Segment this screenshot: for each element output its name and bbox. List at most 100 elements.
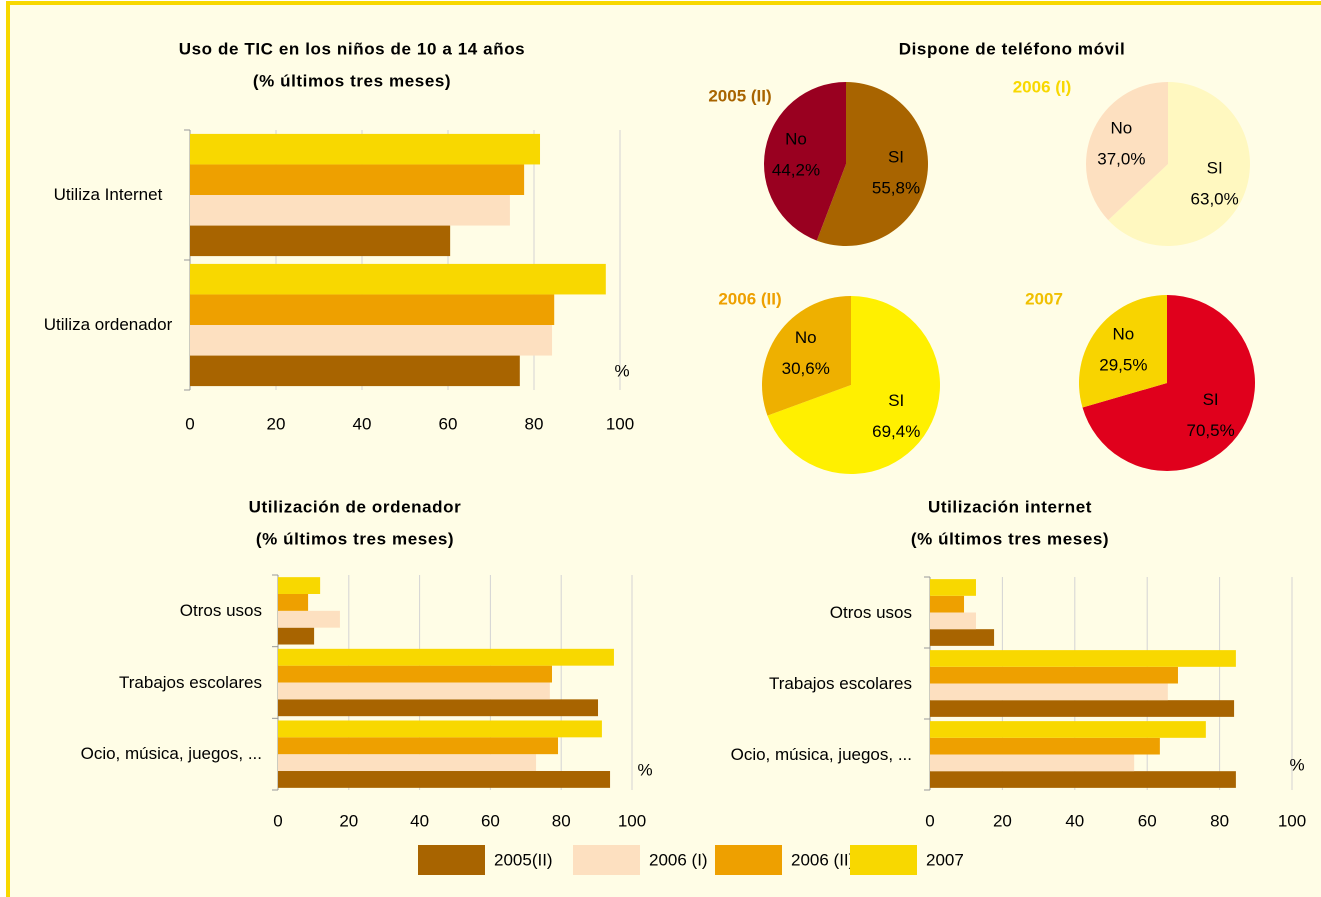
bar [278,577,321,594]
y-tick-label: Trabajos escolares [119,672,262,692]
slice-category: No [795,328,817,347]
pie-label: 2006 (II) [718,289,781,308]
legend-swatch [573,845,640,875]
pie-slice [1082,295,1255,472]
x-tick-label: 80 [1210,811,1229,830]
legend-swatch [715,845,782,875]
bar [278,593,309,611]
pie-label: 2006 (I) [1013,77,1072,96]
slice-category: No [1110,118,1132,137]
x-tick-label: 100 [606,414,634,433]
slice-value: 55,8% [872,179,920,198]
bar [190,225,451,257]
bar [190,355,520,387]
y-tick-label: Trabajos escolares [769,673,912,693]
bar [930,737,1160,755]
slice-category: SI [1207,159,1223,178]
bar [278,737,559,755]
slice-category: SI [1203,390,1219,409]
bar [930,721,1206,738]
bar [190,294,555,325]
chart-subtitle: (% últimos tres meses) [911,529,1109,548]
y-tick-label: Utiliza Internet [53,185,163,204]
bar [930,666,1178,684]
pie-slice [767,296,940,475]
y-tick-label: Ocio, música, juegos, ... [730,744,912,764]
chart-title: Dispone de teléfono móvil [899,39,1126,58]
legend-label: 2007 [926,850,964,869]
bar [930,579,976,596]
x-tick-label: 20 [267,414,286,433]
pie-label: 2005 (II) [708,86,771,105]
x-tick-label: 20 [993,811,1012,830]
y-tick-label: Otros usos [829,602,912,622]
x-tick-label: 40 [353,414,372,433]
x-tick-label: 80 [552,811,571,830]
bar [930,700,1235,717]
slice-value: 63,0% [1191,190,1239,209]
pie-slice [1079,295,1167,408]
chart-subtitle: (% últimos tres meses) [253,71,451,90]
y-tick-label: Ocio, música, juegos, ... [80,744,262,764]
bar [190,325,553,356]
bar [278,754,537,772]
x-tick-label: 0 [925,811,934,830]
slice-category: No [1113,325,1135,344]
bar [190,164,525,195]
bar [278,627,315,645]
bar [930,612,976,630]
x-tick-label: 0 [185,414,194,433]
x-tick-label: 0 [273,811,282,830]
y-tick-label: Utiliza ordenador [43,315,173,334]
chart-title: Utilización de ordenador [249,497,462,516]
bar [190,133,541,165]
slice-category: SI [888,148,904,167]
legend-label: 2006 (I) [649,850,708,869]
bar [930,650,1236,667]
bar [930,595,965,613]
pie-slice [1086,82,1168,221]
slice-value: 70,5% [1187,421,1235,440]
bar [278,648,614,666]
slice-value: 29,5% [1099,356,1147,375]
pie-slice [764,82,846,241]
bar [278,699,599,717]
x-tick-label: 100 [618,811,646,830]
x-axis-label: % [1289,755,1304,774]
bar [278,771,611,788]
x-tick-label: 100 [1278,811,1306,830]
bar [930,683,1168,701]
x-tick-label: 80 [525,414,544,433]
legend-label: 2006 (II) [791,850,854,869]
bar [278,682,550,700]
x-tick-label: 60 [481,811,500,830]
bar [930,629,995,646]
pie-slice [1108,82,1250,246]
legend-swatch [418,845,485,875]
x-axis-label: % [637,760,652,779]
x-tick-label: 40 [410,811,429,830]
y-tick-label: Otros usos [179,600,262,620]
x-tick-label: 20 [339,811,358,830]
x-tick-label: 60 [439,414,458,433]
bar [278,665,552,683]
pie-slice [762,296,851,416]
x-tick-label: 40 [1065,811,1084,830]
bar [278,720,602,738]
x-tick-label: 60 [1138,811,1157,830]
chart-title: Uso de TIC en los niños de 10 a 14 años [179,39,526,58]
bar [930,771,1236,788]
bar [278,610,340,628]
slice-value: 44,2% [772,160,820,179]
pie-slice [816,82,928,246]
slice-category: No [785,129,807,148]
slice-value: 69,4% [872,422,920,441]
chart-subtitle: (% últimos tres meses) [256,529,454,548]
bar [930,754,1135,772]
chart-title: Utilización internet [928,497,1092,516]
legend-label: 2005(II) [494,850,553,869]
slice-value: 30,6% [782,359,830,378]
legend-swatch [850,845,917,875]
bar [190,263,606,295]
